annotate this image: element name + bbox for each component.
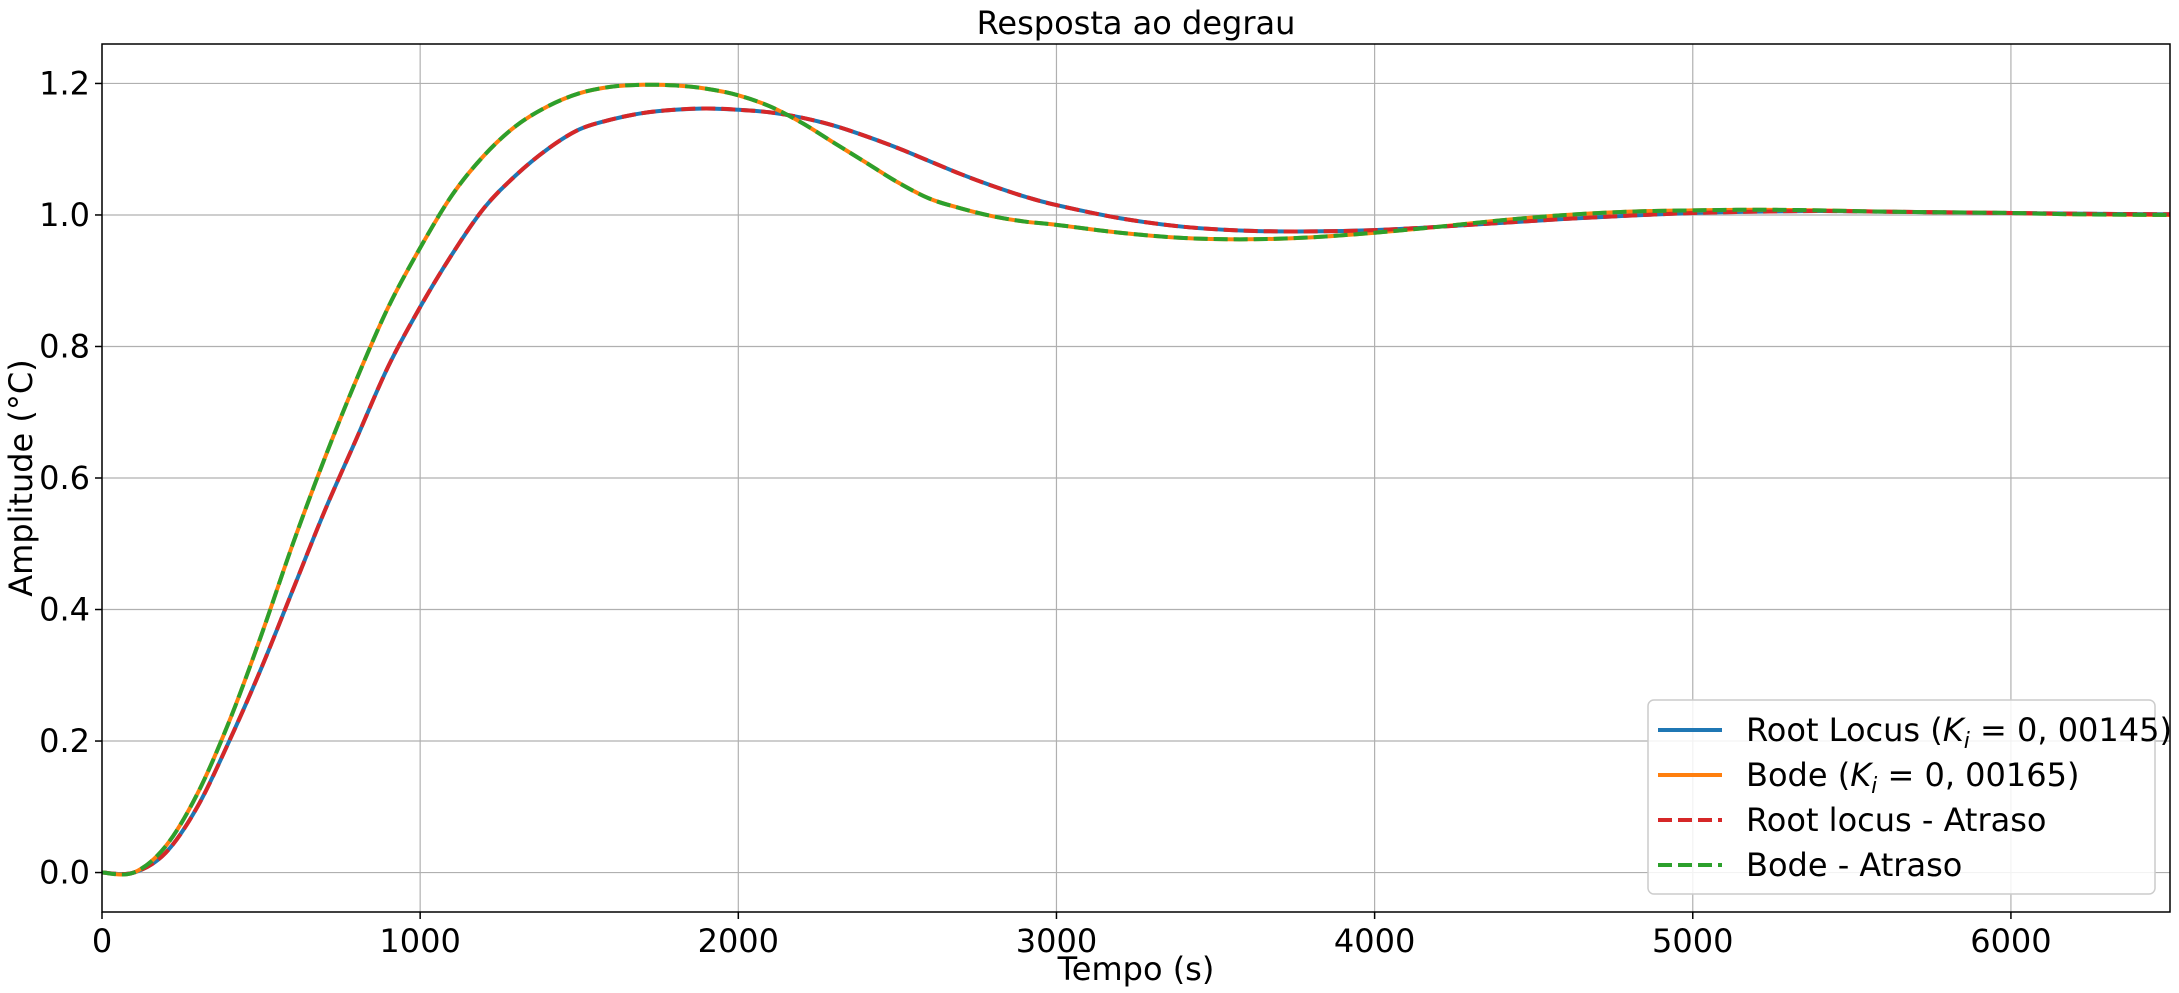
x-tick-label: 5000 [1652,922,1733,960]
y-tick-label: 0.6 [39,459,90,497]
y-tick-label: 0.2 [39,722,90,760]
y-tick-label: 0.8 [39,327,90,365]
axis-ticks: 0 1000 2000 3000 4000 5000 6000 0.0 0.2 0.4 0.6 0.8… [39,64,2052,960]
y-tick-label: 0.4 [39,591,90,629]
series-layer [102,82,2170,877]
x-tick-label: 3000 [1016,922,1097,960]
legend-label: Root locus - Atraso [1746,801,2046,839]
y-tick-label: 0.0 [39,854,90,892]
y-tick-label: 1.2 [39,64,90,102]
x-tick-label: 6000 [1970,922,2051,960]
chart-title: Resposta ao degrau [977,4,1296,42]
legend-label: Bode - Atraso [1746,846,1962,884]
series-line-4 [102,82,2170,877]
x-axis-label: Tempo (s) [1057,950,1215,988]
grid-lines [101,44,2170,912]
legend: Root Locus (Ki = 0, 00145)Bode (Ki = 0, … [1647,699,2172,895]
legend-box [1647,699,2156,895]
series-line-3 [102,106,2170,876]
y-tick-label: 1.0 [39,196,90,234]
y-axis-label: Amplitude (°C) [2,359,40,596]
x-tick-label: 4000 [1334,922,1415,960]
legend-label: Bode (Ki = 0, 00165) [1746,756,2079,799]
x-tick-label: 2000 [698,922,779,960]
x-tick-label: 1000 [379,922,460,960]
legend-label: Root Locus (Ki = 0, 00145) [1746,711,2172,754]
x-tick-label: 0 [92,922,112,960]
